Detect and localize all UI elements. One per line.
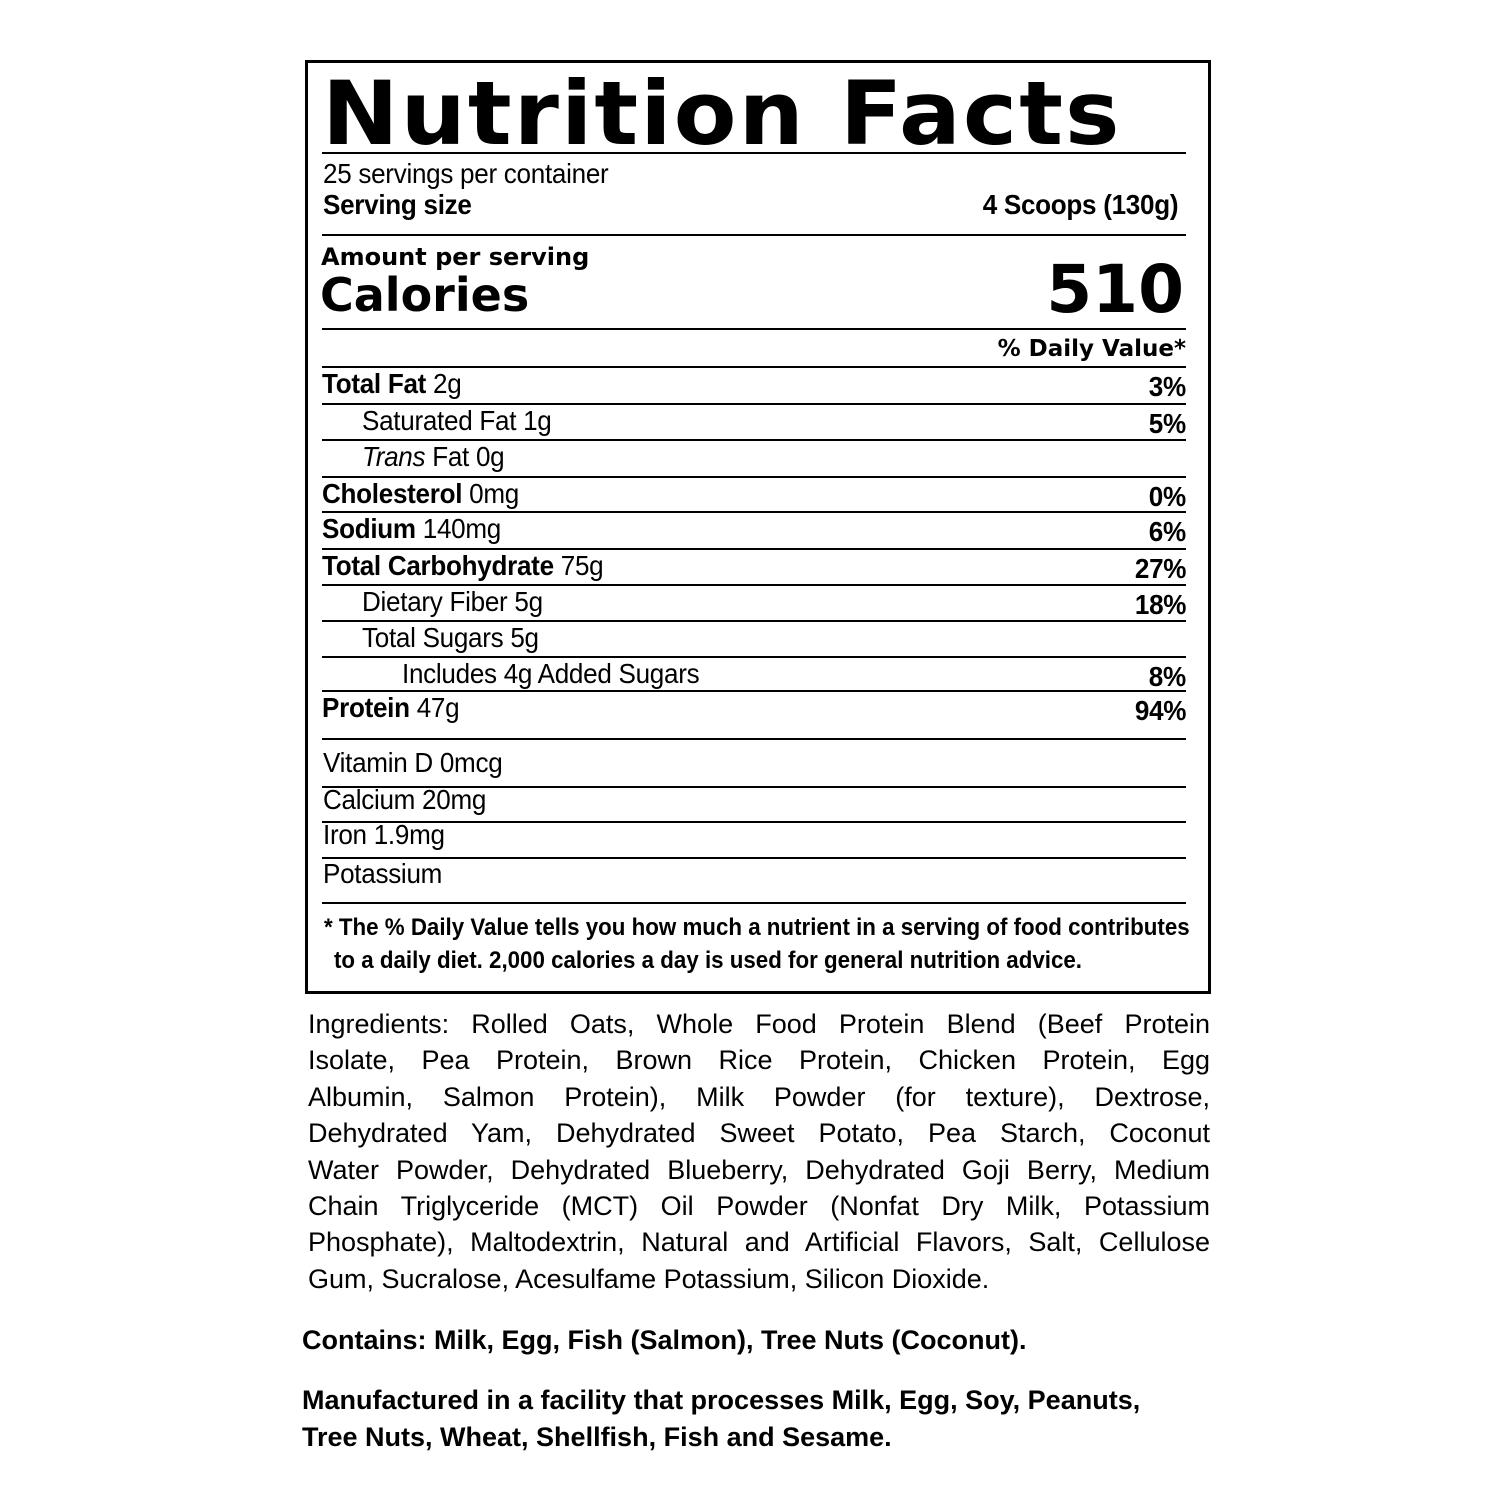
vitamin-row: Vitamin D 0mcg [323, 747, 503, 778]
ingredients-line: Gum, Sucralose, Acesulfame Potassium, Si… [308, 1263, 990, 1294]
footnote-line-1: * The % Daily Value tells you how much a… [324, 914, 1190, 941]
divider [322, 476, 1186, 478]
servings-per-container: 25 servings per container [323, 158, 609, 189]
nutrient-row: Total Sugars 5g [362, 622, 539, 654]
nutrient-daily-value: 3% [1148, 371, 1186, 402]
divider [322, 511, 1186, 513]
nutrient-daily-value: 94% [1134, 695, 1187, 726]
facility-statement-line-2: Tree Nuts, Wheat, Shellfish, Fish and Se… [302, 1422, 892, 1452]
nutrient-row: Sodium 140mg [322, 513, 501, 545]
nutrient-row: Dietary Fiber 5g [362, 586, 543, 618]
divider [322, 857, 1186, 859]
nutrient-amount: 0mg [469, 478, 519, 509]
nutrition-facts-title: Nutrition Facts [322, 62, 1122, 165]
ingredients-paragraph: Ingredients: Rolled Oats, Whole Food Pro… [308, 1006, 1210, 1297]
nutrient-daily-value: 18% [1134, 589, 1187, 620]
nutrient-daily-value: 27% [1134, 553, 1187, 584]
nutrient-name: Dietary Fiber 5g [362, 586, 543, 617]
divider [322, 821, 1186, 823]
nutrient-amount: 2g [433, 368, 462, 399]
nutrient-daily-value: 6% [1148, 516, 1186, 547]
facility-statement-line-1: Manufactured in a facility that processe… [302, 1385, 1141, 1415]
ingredients-line: Isolate, Pea Protein, Brown Rice Protein… [308, 1045, 1210, 1076]
nutrient-row: Saturated Fat 1g [362, 405, 552, 437]
nutrient-daily-value: 8% [1148, 661, 1186, 692]
divider [322, 152, 1186, 154]
nutrient-row: Trans Fat 0g [362, 441, 505, 473]
nutrient-amount: 140mg [422, 513, 502, 544]
daily-value-header: % Daily Value* [997, 336, 1186, 362]
ingredients-line: Water Powder, Dehydrated Blueberry, Dehy… [308, 1154, 1210, 1185]
nutrient-name: Total Sugars 5g [362, 622, 539, 653]
nutrient-daily-value: 0% [1148, 481, 1186, 512]
divider [322, 403, 1186, 405]
nutrition-facts-panel [305, 60, 1211, 994]
divider [322, 738, 1186, 740]
divider [322, 584, 1186, 586]
divider [322, 786, 1186, 788]
nutrient-name: Protein [322, 692, 410, 723]
ingredients-line: Albumin, Salmon Protein), Milk Powder (f… [308, 1081, 1210, 1112]
vitamin-row: Iron 1.9mg [323, 819, 445, 850]
calories-value: 510 [1046, 251, 1184, 328]
nutrient-name: Trans [362, 441, 426, 472]
divider [322, 690, 1186, 692]
calories-label: Calories [320, 268, 530, 322]
nutrient-name: Includes 4g Added Sugars [402, 658, 700, 689]
nutrient-amount: 75g [560, 550, 604, 581]
nutrient-name: Sodium [322, 513, 416, 544]
serving-size-value: 4 Scoops (130g) [982, 189, 1178, 220]
footnote-line-2: to a daily diet. 2,000 calories a day is… [334, 947, 1082, 974]
nutrient-row: Includes 4g Added Sugars [402, 658, 700, 690]
nutrient-row: Total Carbohydrate 75g [322, 550, 604, 582]
serving-size-label: Serving size [323, 189, 472, 220]
nutrient-amount: 47g [416, 692, 460, 723]
nutrient-name: Cholesterol [322, 478, 463, 509]
nutrient-row: Cholesterol 0mg [322, 478, 519, 510]
divider [322, 439, 1186, 441]
divider [322, 234, 1186, 236]
divider [322, 328, 1186, 330]
nutrient-name: Total Carbohydrate [322, 550, 554, 581]
divider [322, 366, 1186, 368]
ingredients-line: Phosphate), Maltodextrin, Natural and Ar… [308, 1227, 1210, 1258]
ingredients-line: Ingredients: Rolled Oats, Whole Food Pro… [308, 1009, 1210, 1039]
nutrient-name: Total Fat [322, 368, 427, 399]
allergen-contains: Contains: Milk, Egg, Fish (Salmon), Tree… [302, 1325, 1027, 1355]
nutrient-amount: Fat 0g [432, 441, 505, 472]
nutrient-daily-value: 5% [1148, 408, 1186, 439]
amount-per-serving: Amount per serving [321, 243, 590, 271]
nutrient-row: Total Fat 2g [322, 368, 462, 400]
divider [322, 656, 1186, 658]
divider [322, 548, 1186, 550]
divider [322, 902, 1186, 904]
ingredients-line: Chain Triglyceride (MCT) Oil Powder (Non… [308, 1191, 1210, 1222]
vitamin-row: Calcium 20mg [323, 784, 487, 815]
nutrient-name: Saturated Fat 1g [362, 405, 552, 436]
nutrient-row: Protein 47g [322, 692, 460, 724]
ingredients-line: Dehydrated Yam, Dehydrated Sweet Potato,… [308, 1118, 1210, 1149]
divider [322, 620, 1186, 622]
vitamin-row: Potassium [323, 858, 443, 889]
